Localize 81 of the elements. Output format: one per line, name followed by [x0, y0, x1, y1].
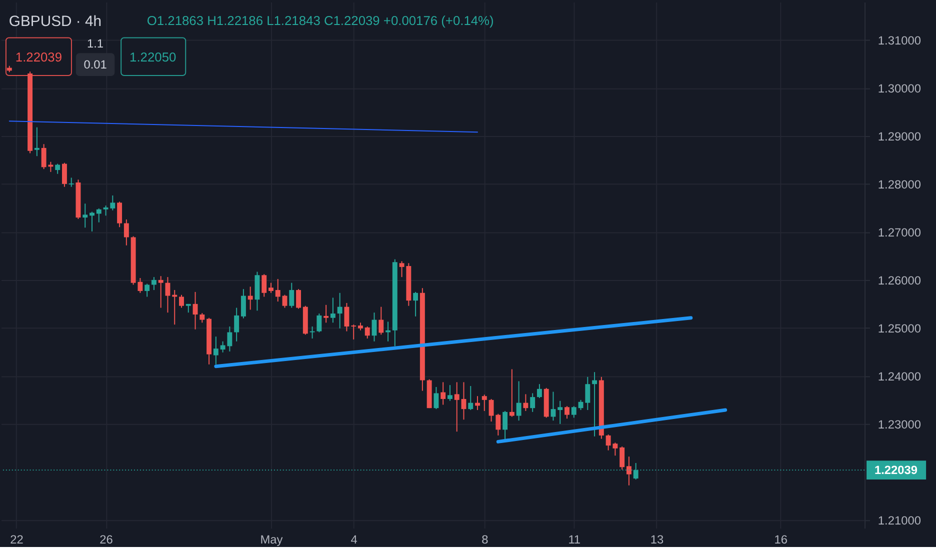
candlestick: [55, 163, 60, 174]
candlestick: [516, 380, 522, 422]
candlestick: [592, 372, 598, 437]
candlestick: [68, 177, 74, 188]
annotation: 1.1: [87, 36, 104, 51]
candlestick: [461, 382, 466, 420]
candlestick: [351, 324, 356, 340]
candlestick: [344, 302, 350, 332]
candlestick: [151, 276, 156, 291]
candlestick: [564, 406, 570, 420]
ref-line-label: 1.22039: [874, 463, 918, 478]
candlestick: [413, 291, 418, 317]
y-tick-label: 1.21000: [878, 513, 922, 528]
candlestick: [192, 291, 198, 330]
candlestick: [530, 392, 536, 412]
candlestick: [536, 384, 542, 399]
candlestick: [82, 203, 88, 228]
y-tick-label: 1.27000: [878, 225, 922, 240]
candlestick: [124, 218, 129, 246]
candlestick: [364, 326, 370, 339]
candlestick: [337, 292, 342, 329]
candlestick: [571, 406, 576, 418]
y-tick-label: 1.23000: [878, 417, 922, 432]
annotation: 1.22050: [130, 50, 176, 65]
x-tick-label: 22: [10, 532, 24, 546]
candlestick: [248, 286, 253, 310]
candlestick: [282, 294, 288, 308]
candlestick: [523, 394, 528, 412]
x-tick-label: 16: [774, 532, 788, 546]
candlestick: [454, 382, 460, 432]
annotation: 1.22039: [15, 50, 62, 65]
candlestick: [240, 288, 246, 319]
y-tick-label: 1.26000: [878, 273, 922, 288]
x-tick-label: 8: [482, 532, 489, 546]
candlestick: [158, 276, 164, 308]
annotation: 0.01: [84, 58, 108, 72]
candlestick: [324, 304, 329, 324]
y-tick-label: 1.24000: [878, 369, 922, 384]
candlestick: [296, 288, 302, 310]
x-tick-label: May: [260, 532, 283, 546]
candlestick: [179, 294, 184, 308]
x-tick-label: 11: [568, 532, 581, 546]
candlestick: [330, 297, 336, 324]
candlestick: [62, 162, 67, 188]
y-tick-label: 1.30000: [878, 81, 922, 96]
candlestick: [509, 368, 514, 418]
annotation: O1.21863 H1.22186 L1.21843 C1.22039 +0.00176 (+0.14%): [146, 12, 494, 28]
candlestick: [440, 382, 446, 406]
candlestick: [626, 456, 632, 486]
candlestick: [90, 211, 94, 232]
candlestick: [213, 336, 218, 365]
candlestick: [165, 276, 170, 314]
candlestick: [502, 410, 508, 440]
candlestick: [434, 386, 439, 410]
annotation: GBPUSD · 4h: [8, 14, 102, 30]
x-tick-label: 13: [650, 532, 664, 546]
candlestick: [482, 394, 487, 412]
candlestick: [117, 201, 122, 228]
candlestick: [34, 126, 40, 157]
x-tick-label: 4: [350, 532, 358, 546]
y-tick-label: 1.29000: [878, 129, 922, 144]
candlestick: [200, 312, 205, 324]
y-tick-label: 1.28000: [878, 177, 922, 192]
candlestick: [144, 283, 150, 298]
y-tick-label: 1.25000: [878, 321, 922, 336]
candlestick: [386, 321, 390, 342]
x-tick-label: 26: [100, 532, 114, 546]
y-tick-label: 1.31000: [878, 33, 922, 48]
candlestick: [558, 400, 563, 424]
candlestick: [268, 282, 274, 294]
candlestick: [620, 446, 625, 470]
candlestick: [262, 274, 267, 298]
candlestick: [468, 386, 474, 411]
candlestick: [310, 326, 315, 339]
candlestick: [316, 313, 322, 333]
candlestick: [234, 307, 240, 342]
candlestick: [96, 208, 102, 223]
candlestick: [447, 384, 452, 402]
candlestick: [275, 278, 280, 302]
candlestick: [289, 282, 294, 308]
candlestick: [378, 306, 384, 336]
